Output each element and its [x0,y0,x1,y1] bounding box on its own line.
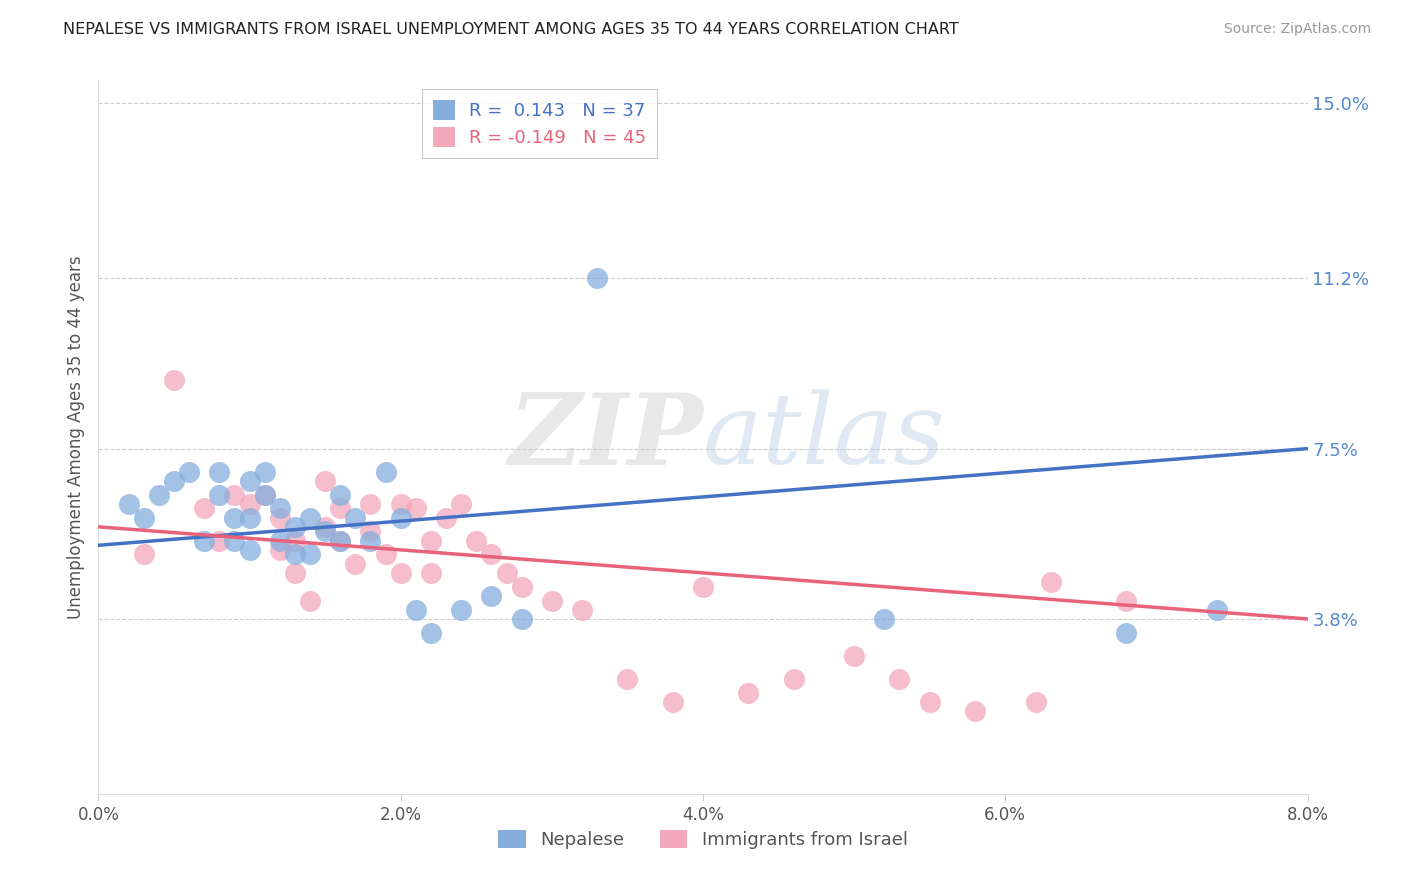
Point [163,474,186,488]
Point [692,580,714,594]
Point [314,474,336,488]
Point [269,533,291,548]
Point [314,524,336,539]
Point [163,372,186,386]
Point [239,474,262,488]
Point [239,497,262,511]
Point [284,520,307,534]
Point [1206,603,1229,617]
Point [208,488,231,502]
Point [420,566,443,580]
Legend: Nepalese, Immigrants from Israel: Nepalese, Immigrants from Israel [491,822,915,856]
Point [1039,575,1062,590]
Point [118,497,141,511]
Point [299,548,322,562]
Point [344,510,367,524]
Point [284,548,307,562]
Point [132,510,155,524]
Point [405,603,427,617]
Point [737,685,759,699]
Text: atlas: atlas [703,390,946,484]
Point [329,488,352,502]
Point [329,501,352,516]
Point [148,488,170,502]
Point [269,510,291,524]
Point [360,533,382,548]
Point [344,557,367,571]
Point [510,580,533,594]
Point [510,612,533,626]
Point [405,501,427,516]
Point [586,271,609,285]
Point [224,533,246,548]
Point [179,465,201,479]
Point [965,704,987,718]
Text: Source: ZipAtlas.com: Source: ZipAtlas.com [1223,22,1371,37]
Point [889,672,911,686]
Text: NEPALESE VS IMMIGRANTS FROM ISRAEL UNEMPLOYMENT AMONG AGES 35 TO 44 YEARS CORREL: NEPALESE VS IMMIGRANTS FROM ISRAEL UNEMP… [63,22,959,37]
Point [132,548,155,562]
Point [193,501,215,516]
Point [374,548,396,562]
Point [616,672,638,686]
Point [571,603,593,617]
Point [360,524,382,539]
Point [434,510,457,524]
Point [193,533,215,548]
Point [314,520,336,534]
Point [420,533,443,548]
Point [299,593,322,607]
Point [389,497,412,511]
Point [481,548,503,562]
Point [284,566,307,580]
Point [783,672,806,686]
Point [465,533,488,548]
Point [253,488,276,502]
Point [1025,695,1047,709]
Point [420,625,443,640]
Point [481,589,503,603]
Point [1115,625,1137,640]
Point [661,695,683,709]
Point [208,465,231,479]
Point [224,488,246,502]
Point [253,488,276,502]
Point [329,533,352,548]
Point [284,533,307,548]
Point [360,497,382,511]
Point [450,603,472,617]
Point [450,497,472,511]
Point [239,542,262,557]
Point [540,593,562,607]
Point [269,542,291,557]
Text: ZIP: ZIP [508,389,703,485]
Y-axis label: Unemployment Among Ages 35 to 44 years: Unemployment Among Ages 35 to 44 years [66,255,84,619]
Point [1115,593,1137,607]
Point [224,510,246,524]
Point [374,465,396,479]
Point [299,510,322,524]
Point [844,648,866,663]
Point [269,501,291,516]
Point [873,612,896,626]
Point [208,533,231,548]
Point [495,566,517,580]
Point [918,695,941,709]
Point [389,566,412,580]
Point [389,510,412,524]
Point [329,533,352,548]
Point [253,465,276,479]
Point [239,510,262,524]
